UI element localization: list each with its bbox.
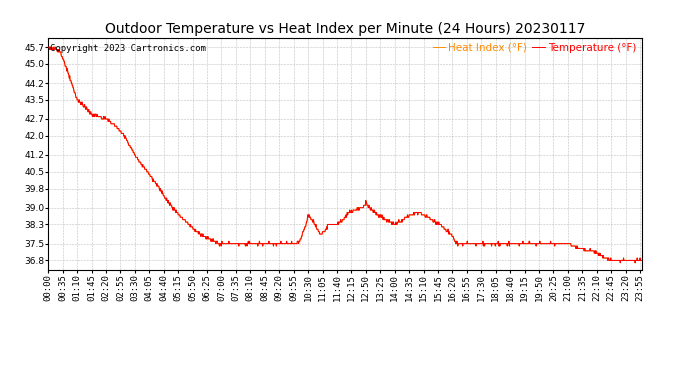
Temperature (°F) (242, 242, 250, 246)
Temperature (°F) (515, 242, 523, 246)
Temperature (°F) (161, 196, 170, 200)
Temperature (°F) (437, 222, 446, 227)
Temperature (°F) (638, 258, 646, 262)
Heat Index (°F) (242, 242, 250, 246)
Legend: Heat Index (°F), Temperature (°F): Heat Index (°F), Temperature (°F) (428, 39, 640, 57)
Temperature (°F) (616, 261, 624, 265)
Line: Heat Index (°F): Heat Index (°F) (48, 47, 642, 263)
Line: Temperature (°F): Temperature (°F) (48, 47, 642, 263)
Heat Index (°F) (437, 222, 446, 227)
Heat Index (°F) (616, 261, 624, 265)
Heat Index (°F) (567, 244, 575, 248)
Temperature (°F) (44, 45, 52, 50)
Heat Index (°F) (161, 196, 170, 200)
Temperature (°F) (567, 244, 575, 248)
Heat Index (°F) (44, 45, 52, 50)
Title: Outdoor Temperature vs Heat Index per Minute (24 Hours) 20230117: Outdoor Temperature vs Heat Index per Mi… (105, 22, 585, 36)
Heat Index (°F) (638, 258, 646, 262)
Heat Index (°F) (515, 242, 523, 246)
Temperature (°F) (176, 215, 184, 219)
Text: Copyright 2023 Cartronics.com: Copyright 2023 Cartronics.com (50, 45, 206, 54)
Heat Index (°F) (176, 215, 184, 219)
